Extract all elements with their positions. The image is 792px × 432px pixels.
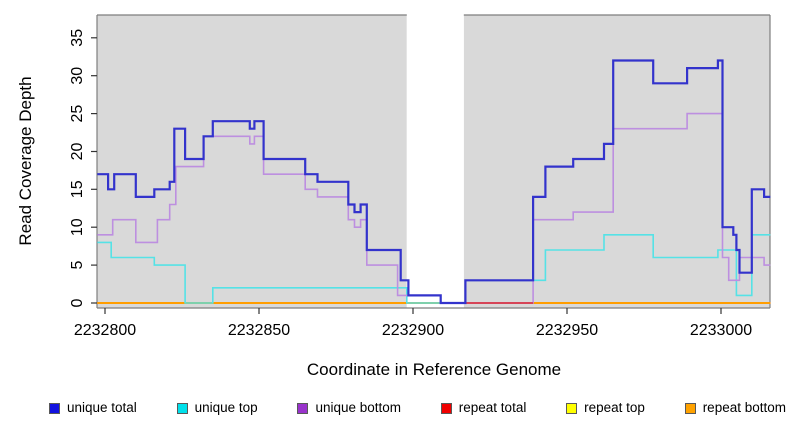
legend: unique total unique top unique bottom repea… xyxy=(49,399,786,417)
legend-item-repeat-top: repeat top xyxy=(566,399,645,417)
legend-swatch-icon xyxy=(297,402,309,414)
legend-item-unique-top: unique top xyxy=(176,399,258,417)
x-tick-label: 2232800 xyxy=(74,322,136,339)
legend-item-unique-total: unique total xyxy=(49,399,137,417)
series-line-unique-bottom xyxy=(97,112,771,304)
legend-label: unique top xyxy=(194,400,258,415)
legend-item-unique-bottom: unique bottom xyxy=(297,399,401,417)
y-tick-label: 0 xyxy=(69,298,86,307)
y-tick-label: 20 xyxy=(69,143,86,161)
x-axis-title: Coordinate in Reference Genome xyxy=(306,360,562,379)
y-tick-label: 5 xyxy=(69,261,86,270)
x-tick-label: 2233000 xyxy=(690,322,752,339)
y-tick-label: 15 xyxy=(69,180,86,198)
x-tick-label: 2232900 xyxy=(382,322,444,339)
legend-label: repeat bottom xyxy=(702,400,786,415)
y-tick-label: 10 xyxy=(69,218,86,236)
legend-label: unique total xyxy=(67,400,137,415)
y-tick-label: 35 xyxy=(69,29,86,47)
legend-label: unique bottom xyxy=(315,400,401,415)
legend-swatch-icon xyxy=(566,402,578,414)
y-tick-label: 25 xyxy=(69,105,86,123)
y-tick-label: 30 xyxy=(69,67,86,85)
gap-region xyxy=(406,15,464,308)
legend-item-repeat-total: repeat total xyxy=(440,399,527,417)
plot-background-right xyxy=(463,15,770,308)
legend-label: repeat top xyxy=(584,400,645,415)
legend-swatch-icon xyxy=(684,402,696,414)
legend-label: repeat total xyxy=(458,400,527,415)
legend-item-repeat-bottom: repeat bottom xyxy=(684,399,786,417)
series-line-unique-total xyxy=(97,59,771,305)
y-axis-title: Read Coverage Depth xyxy=(16,76,35,246)
plot-background-left xyxy=(97,15,407,308)
x-tick-label: 2232850 xyxy=(228,322,290,339)
legend-swatch-icon xyxy=(49,402,60,414)
legend-swatch-icon xyxy=(440,402,452,414)
legend-swatch-icon xyxy=(176,402,188,414)
x-tick-label: 2232950 xyxy=(536,322,598,339)
